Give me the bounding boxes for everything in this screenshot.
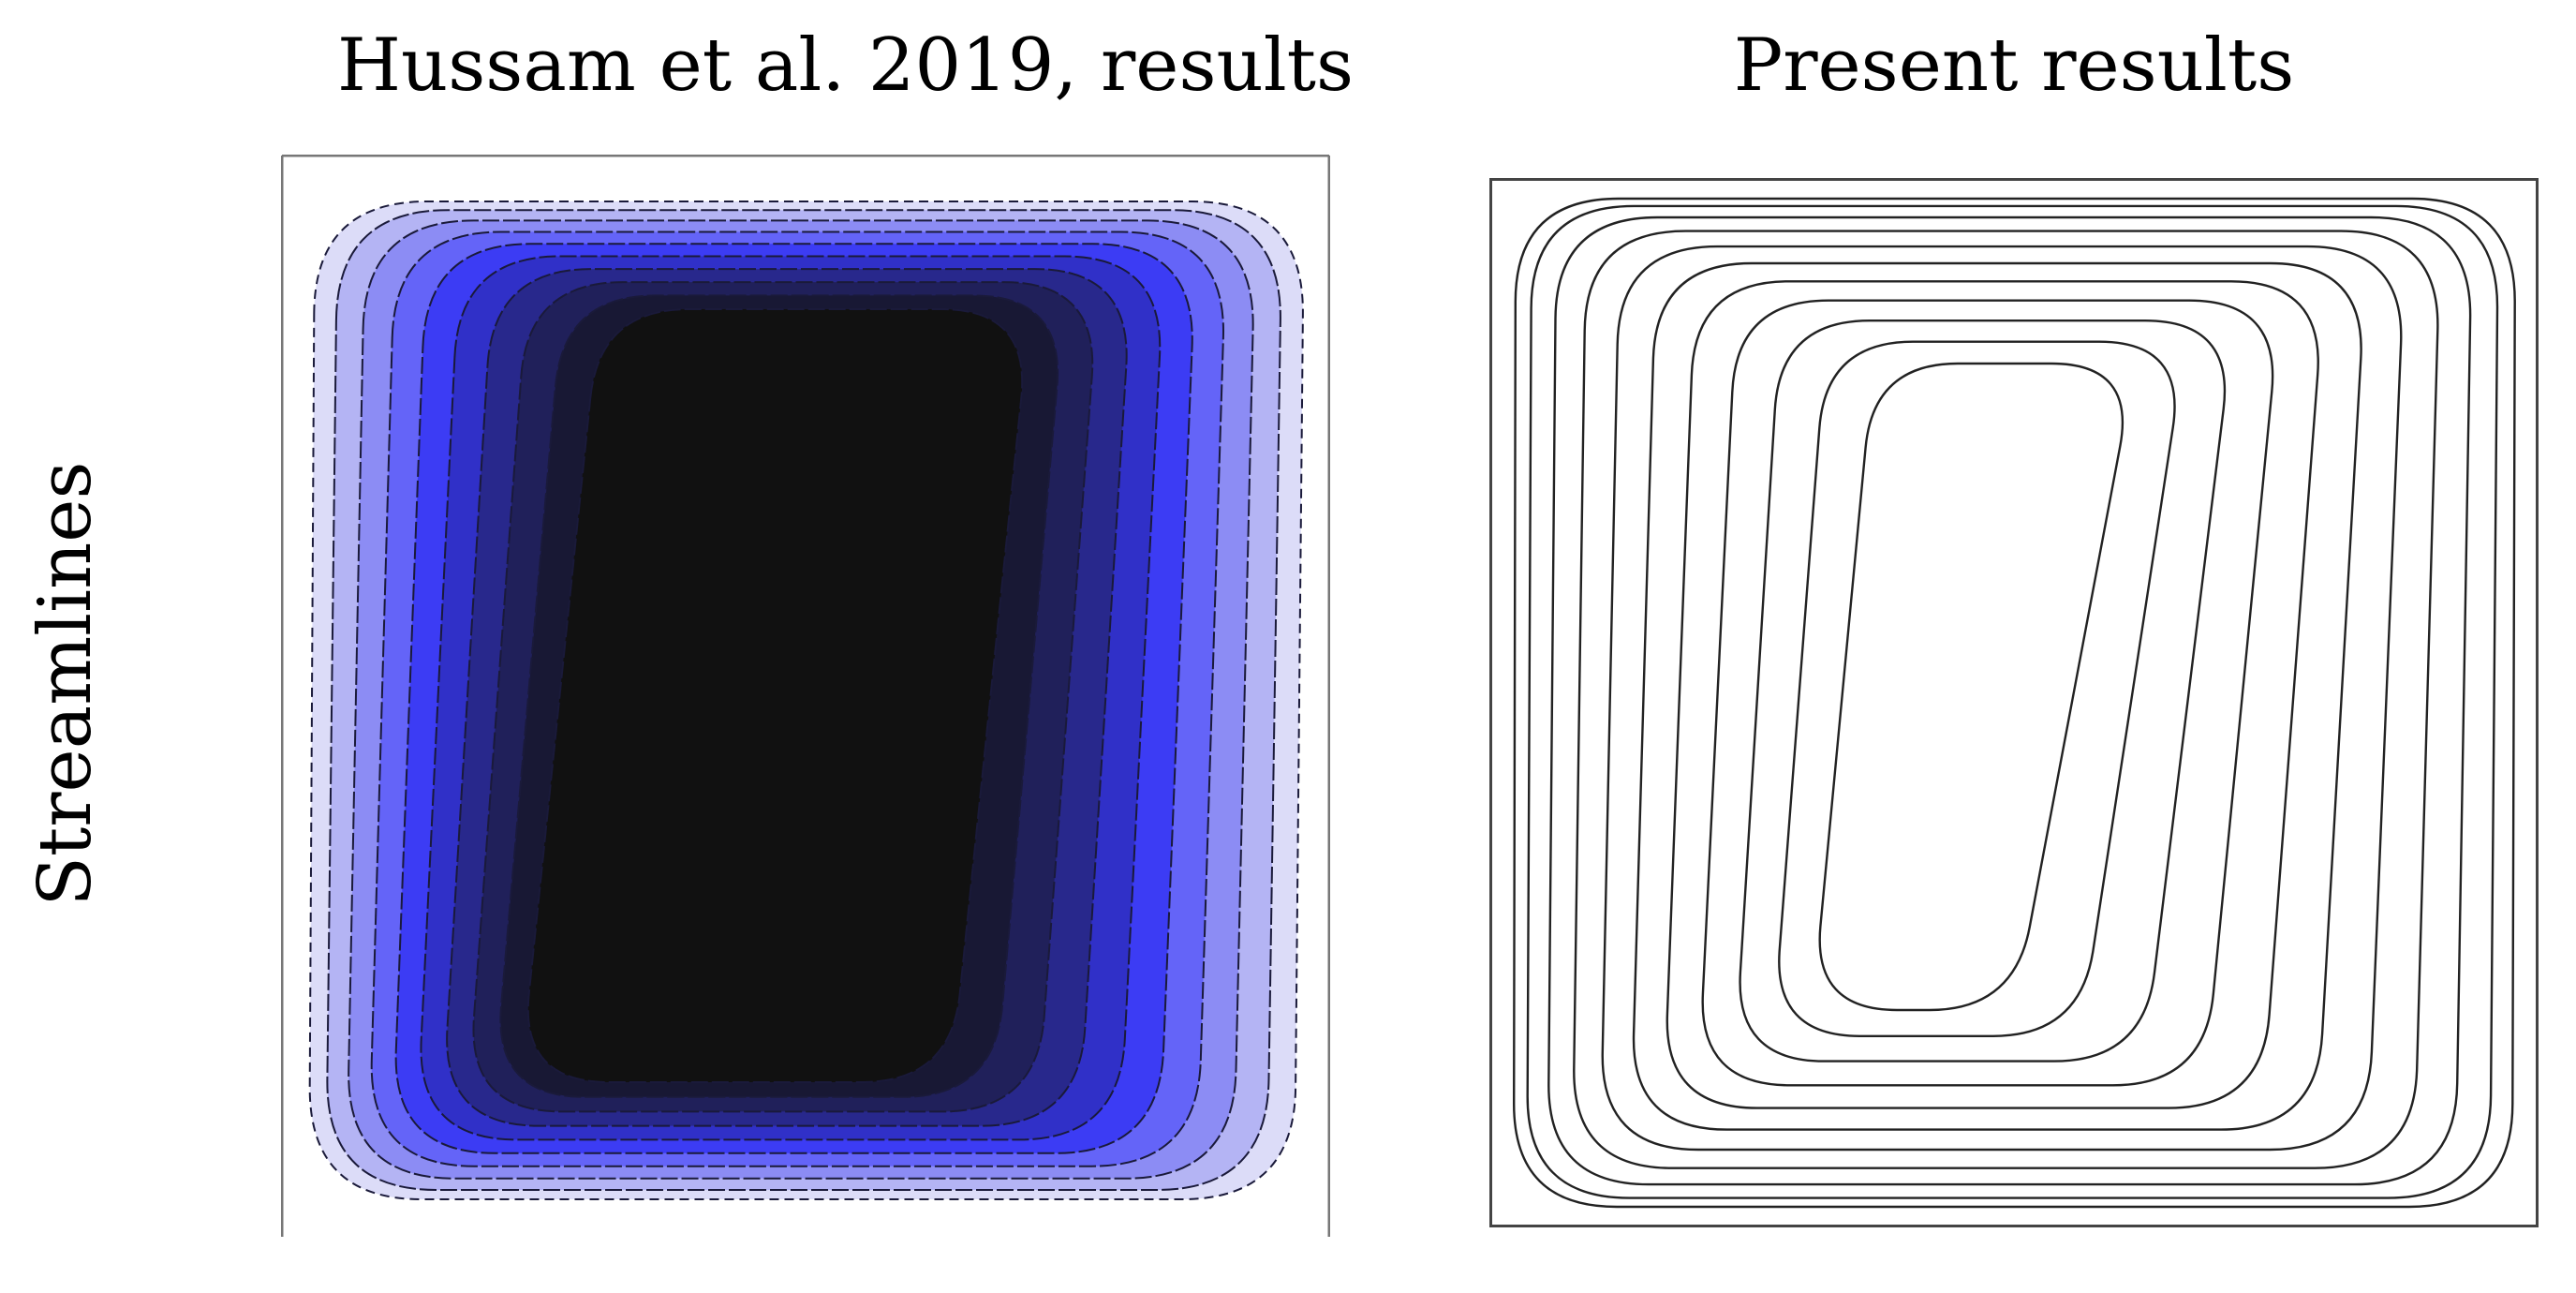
right-streamline: [1666, 280, 2319, 1109]
left-contour-band: [526, 308, 1024, 1083]
left-contour-bands: [308, 201, 1304, 1200]
right-streamlines: [1512, 197, 2516, 1209]
right-streamline: [1818, 362, 2124, 1012]
right-streamline: [1601, 245, 2403, 1152]
right-streamline: [1632, 261, 2362, 1131]
right-streamline: [1701, 299, 2274, 1087]
left-contour-plot: [281, 155, 1330, 1237]
right-streamline: [1739, 320, 2227, 1063]
right-streamline-plot: [1489, 178, 2539, 1227]
right-streamline: [1573, 230, 2439, 1169]
row-label: Streamlines: [23, 461, 108, 907]
left-panel-title: Hussam et al. 2019, results: [337, 23, 1355, 108]
right-streamline: [1778, 340, 2176, 1037]
right-frame: [1489, 178, 2539, 1227]
left-streamline-panel: [281, 155, 1330, 1237]
right-streamline-panel: [1489, 178, 2539, 1227]
right-streamline: [1547, 216, 2472, 1186]
right-streamline: [1512, 197, 2516, 1209]
row-label-container: Streamlines: [23, 461, 108, 906]
right-panel-title: Present results: [1733, 23, 2295, 108]
right-streamline: [1526, 204, 2499, 1199]
